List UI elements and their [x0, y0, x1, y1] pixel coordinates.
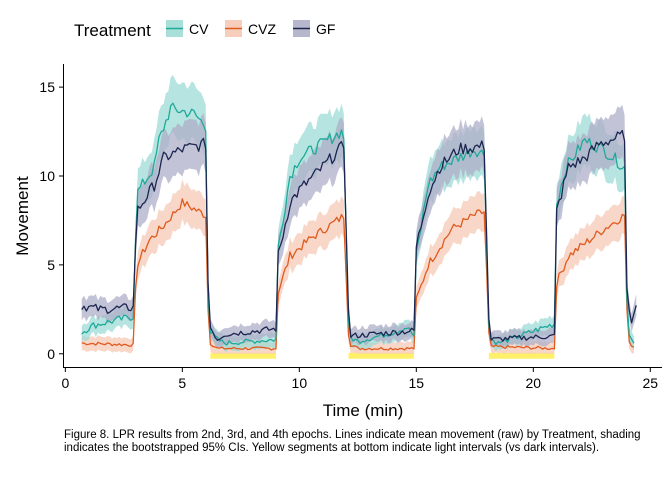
light-interval-3: [488, 352, 555, 359]
y-tick-label: 0: [47, 346, 55, 362]
legend: Treatment CV CVZ GF: [74, 20, 335, 40]
line-cv: [81, 102, 635, 346]
lpr-line-chart: Treatment CV CVZ GF 0 5 10 15 20 25 0 5 10 15 Time…: [13, 20, 662, 420]
x-axis-label: Time (min): [323, 401, 404, 420]
legend-label: CVZ: [248, 21, 276, 37]
x-tick-label: 10: [292, 375, 308, 391]
legend-item-cv: CV: [166, 20, 209, 37]
x-tick-label: 5: [178, 375, 186, 391]
legend-title: Treatment: [74, 21, 151, 40]
axes: 0 5 10 15 20 25 0 5 10 15 Time (min) Movement: [13, 64, 662, 420]
x-tick-label: 25: [643, 375, 659, 391]
light-interval-2: [348, 352, 414, 359]
legend-item-gf: GF: [293, 20, 335, 37]
y-tick-label: 10: [39, 168, 55, 184]
x-tick-label: 0: [61, 375, 69, 391]
x-tick-label: 15: [409, 375, 425, 391]
legend-item-cvz: CVZ: [225, 20, 276, 37]
y-tick-label: 5: [47, 257, 55, 273]
plot-area: [81, 74, 637, 359]
y-tick-label: 15: [39, 79, 55, 95]
figure-caption: Figure 8. LPR results from 2nd, 3rd, and…: [64, 429, 641, 454]
legend-label: CV: [189, 21, 209, 37]
line-cvz: [81, 198, 635, 351]
x-tick-label: 20: [526, 375, 542, 391]
legend-label: GF: [316, 21, 335, 37]
line-gf: [81, 129, 637, 342]
light-interval-1: [210, 352, 276, 359]
y-axis-label: Movement: [13, 176, 32, 256]
